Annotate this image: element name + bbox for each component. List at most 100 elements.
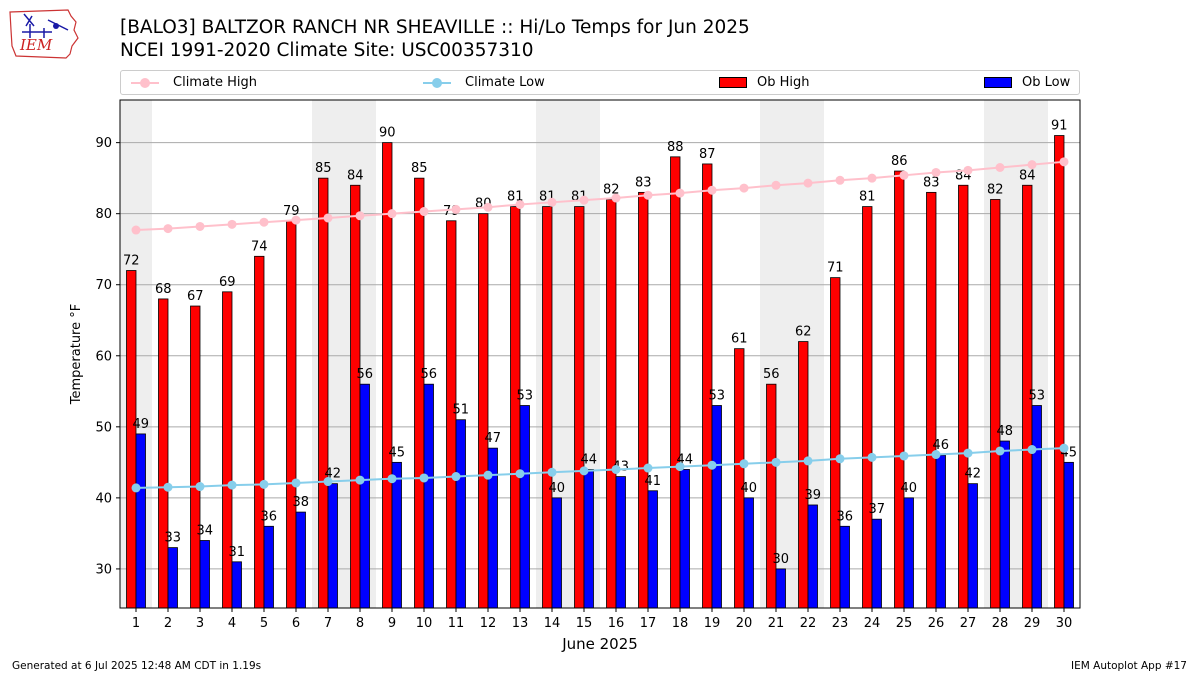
point-climate-high: [931, 167, 941, 177]
x-tick-label: 6: [292, 616, 300, 631]
station-dot-icon: [53, 23, 59, 29]
bar-ob-high: [478, 213, 489, 609]
x-tick-label: 12: [480, 616, 497, 631]
point-climate-low: [995, 446, 1005, 456]
x-tick-label: 25: [896, 616, 913, 631]
data-label-ob-low: 44: [580, 452, 597, 467]
y-tick-label: 30: [95, 562, 112, 577]
point-climate-low: [899, 451, 909, 461]
data-label-ob-high: 68: [155, 282, 172, 297]
bar-ob-high: [286, 220, 297, 609]
x-tick-label: 17: [640, 616, 657, 631]
bar-ob-low: [711, 405, 722, 609]
point-climate-high: [451, 204, 461, 214]
data-label-ob-low: 56: [356, 367, 373, 382]
data-label-ob-high: 67: [187, 289, 204, 304]
bar-ob-low: [679, 469, 690, 609]
data-label-ob-low: 49: [132, 417, 149, 432]
data-label-ob-low: 53: [1028, 389, 1045, 404]
point-climate-high: [387, 209, 397, 219]
x-tick-label: 20: [736, 616, 753, 631]
chart-title: [BALO3] BALTZOR RANCH NR SHEAVILLE :: Hi…: [120, 17, 750, 38]
point-climate-high: [355, 211, 365, 221]
bar-ob-low: [775, 568, 786, 609]
climate-high-line-icon: [131, 77, 159, 88]
y-axis-label: Temperature °F: [69, 304, 84, 405]
bar-ob-low: [1031, 405, 1042, 609]
y-tick-label: 90: [95, 136, 112, 151]
bar-ob-low: [647, 490, 658, 609]
bar-ob-low: [455, 419, 466, 609]
x-tick-label: 21: [768, 616, 785, 631]
bar-ob-low: [295, 511, 306, 609]
data-label-ob-low: 56: [420, 367, 437, 382]
x-tick-label: 13: [512, 616, 529, 631]
bar-ob-low: [1063, 461, 1074, 609]
bar-ob-low: [903, 497, 914, 609]
ob-low-swatch-icon: [984, 77, 1012, 88]
logo-text: IEM: [19, 36, 53, 54]
bar-ob-low: [391, 461, 402, 609]
data-label-ob-low: 41: [644, 474, 661, 489]
y-tick-label: 70: [95, 278, 112, 293]
x-tick-label: 8: [356, 616, 364, 631]
data-label-ob-low: 37: [868, 502, 885, 517]
data-label-ob-high: 81: [859, 190, 876, 205]
bar-ob-high: [734, 348, 745, 609]
chart-legend: Climate High Climate Low Ob High Ob Low: [120, 70, 1080, 95]
data-label-ob-high: 88: [667, 140, 684, 155]
point-climate-low: [483, 470, 493, 480]
x-tick-label: 22: [800, 616, 817, 631]
point-climate-high: [739, 183, 749, 193]
point-climate-low: [1059, 443, 1069, 453]
legend-item-ob-high: Ob High: [719, 71, 810, 94]
data-label-ob-high: 91: [1051, 119, 1068, 134]
bar-ob-high: [510, 206, 521, 609]
point-climate-low: [451, 472, 461, 482]
point-climate-high: [259, 217, 269, 227]
point-climate-low: [867, 452, 877, 462]
data-label-ob-low: 40: [900, 481, 917, 496]
point-climate-low: [835, 454, 845, 464]
bar-ob-high: [990, 199, 1001, 609]
point-climate-low: [163, 482, 173, 492]
data-label-ob-high: 82: [987, 182, 1004, 197]
x-tick-label: 1: [132, 616, 140, 631]
x-tick-label: 28: [992, 616, 1009, 631]
data-label-ob-high: 85: [315, 161, 332, 176]
point-climate-low: [931, 450, 941, 460]
bar-ob-low: [839, 525, 850, 609]
data-label-ob-low: 33: [164, 531, 181, 546]
bar-ob-high: [254, 255, 265, 609]
data-label-ob-low: 47: [484, 431, 501, 446]
bar-ob-low: [871, 518, 882, 609]
point-climate-high: [867, 173, 877, 183]
data-label-ob-low: 40: [740, 481, 757, 496]
legend-label-ob-low: Ob Low: [1022, 75, 1071, 90]
x-tick-label: 16: [608, 616, 625, 631]
point-climate-high: [1027, 160, 1037, 170]
bar-ob-low: [263, 525, 274, 609]
bar-ob-high: [606, 199, 617, 609]
data-label-ob-low: 34: [196, 524, 213, 539]
bar-ob-low: [551, 497, 562, 609]
data-label-ob-low: 46: [932, 438, 949, 453]
plot-frame: [119, 99, 1081, 609]
data-label-ob-low: 38: [292, 495, 309, 510]
x-tick-label: 30: [1056, 616, 1073, 631]
bar-ob-low: [199, 540, 210, 609]
point-climate-high: [131, 225, 141, 235]
x-tick-label: 23: [832, 616, 849, 631]
point-climate-low: [131, 483, 141, 493]
x-tick-label: 11: [448, 616, 465, 631]
bar-ob-high: [190, 305, 201, 609]
iem-logo: IEM: [9, 9, 79, 59]
legend-label-climate-low: Climate Low: [465, 75, 545, 90]
y-tick-label: 60: [95, 349, 112, 364]
bar-ob-low: [519, 405, 530, 609]
bar-ob-high: [350, 184, 361, 609]
point-climate-high: [643, 190, 653, 200]
x-tick-label: 4: [228, 616, 236, 631]
x-tick-label: 10: [416, 616, 433, 631]
